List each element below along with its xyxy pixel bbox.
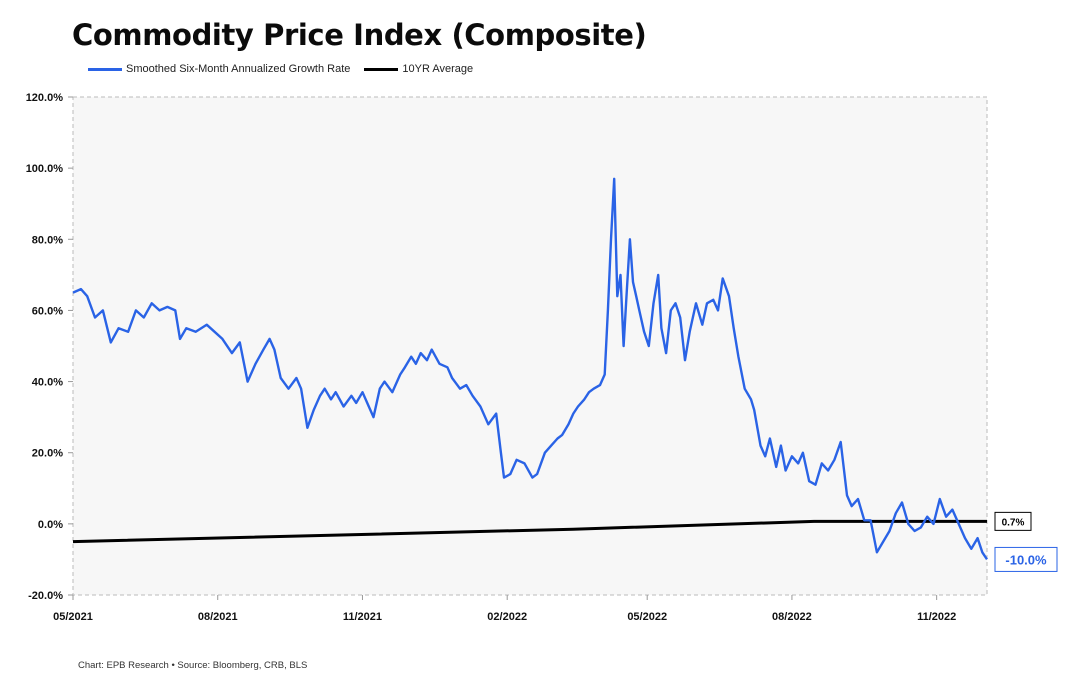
series-line-10yr-average	[72, 519, 987, 544]
y-tick-label: 120.0%	[26, 92, 64, 104]
x-tick-label: 08/2021	[198, 611, 238, 623]
chart-title: Commodity Price Index (Composite)	[72, 18, 647, 52]
x-tick-label: 11/2022	[917, 611, 956, 623]
y-axis-ticks: 120.0% 100.0% 80.0% 60.0% 40.0% 20.0% 0.0% -20.…	[26, 92, 73, 602]
legend-item-smoothed: Smoothed Six-Month Annualized Growth Rat…	[88, 63, 350, 75]
end-label-average-text: 0.7%	[1002, 517, 1025, 528]
end-label-average-box	[994, 511, 1032, 531]
legend: Smoothed Six-Month Annualized Growth Rat…	[88, 63, 487, 75]
end-label-smoothed: -10.0%	[994, 546, 1058, 572]
legend-swatch-smoothed	[88, 67, 122, 71]
x-tick-label: 08/2022	[772, 611, 812, 623]
chart-source-footer: Chart: EPB Research • Source: Bloomberg,…	[78, 660, 308, 671]
x-tick-label: 11/2021	[343, 611, 382, 623]
x-tick-label: 05/2021	[53, 611, 93, 623]
end-label-smoothed-text: -10.0%	[1005, 552, 1047, 567]
y-tick-label: 60.0%	[32, 305, 63, 317]
y-tick-label: 40.0%	[32, 377, 63, 389]
x-tick-label: 05/2022	[627, 611, 667, 623]
legend-label-average: 10YR Average	[402, 63, 474, 75]
series-lines	[72, 177, 989, 561]
end-labels: 0.7% -10.0%	[994, 511, 1058, 572]
x-tick-label: 02/2022	[487, 611, 527, 623]
legend-swatch-average	[364, 67, 399, 71]
y-tick-label: 100.0%	[26, 163, 64, 175]
legend-label-smoothed: Smoothed Six-Month Annualized Growth Rat…	[126, 63, 351, 75]
y-tick-label: 0.0%	[38, 519, 63, 531]
y-tick-label: -20.0%	[28, 590, 63, 602]
end-label-smoothed-box	[994, 546, 1058, 572]
legend-item-average: 10YR Average	[364, 63, 473, 75]
x-axis-ticks: 05/2021 08/2021 11/2021 02/2022 05/2022 08/20…	[53, 595, 956, 623]
series-line-smoothed-growth	[72, 177, 989, 561]
plot-area	[72, 96, 988, 596]
y-tick-label: 80.0%	[32, 234, 63, 246]
y-tick-label: 20.0%	[32, 448, 63, 460]
end-label-average: 0.7%	[994, 511, 1032, 531]
